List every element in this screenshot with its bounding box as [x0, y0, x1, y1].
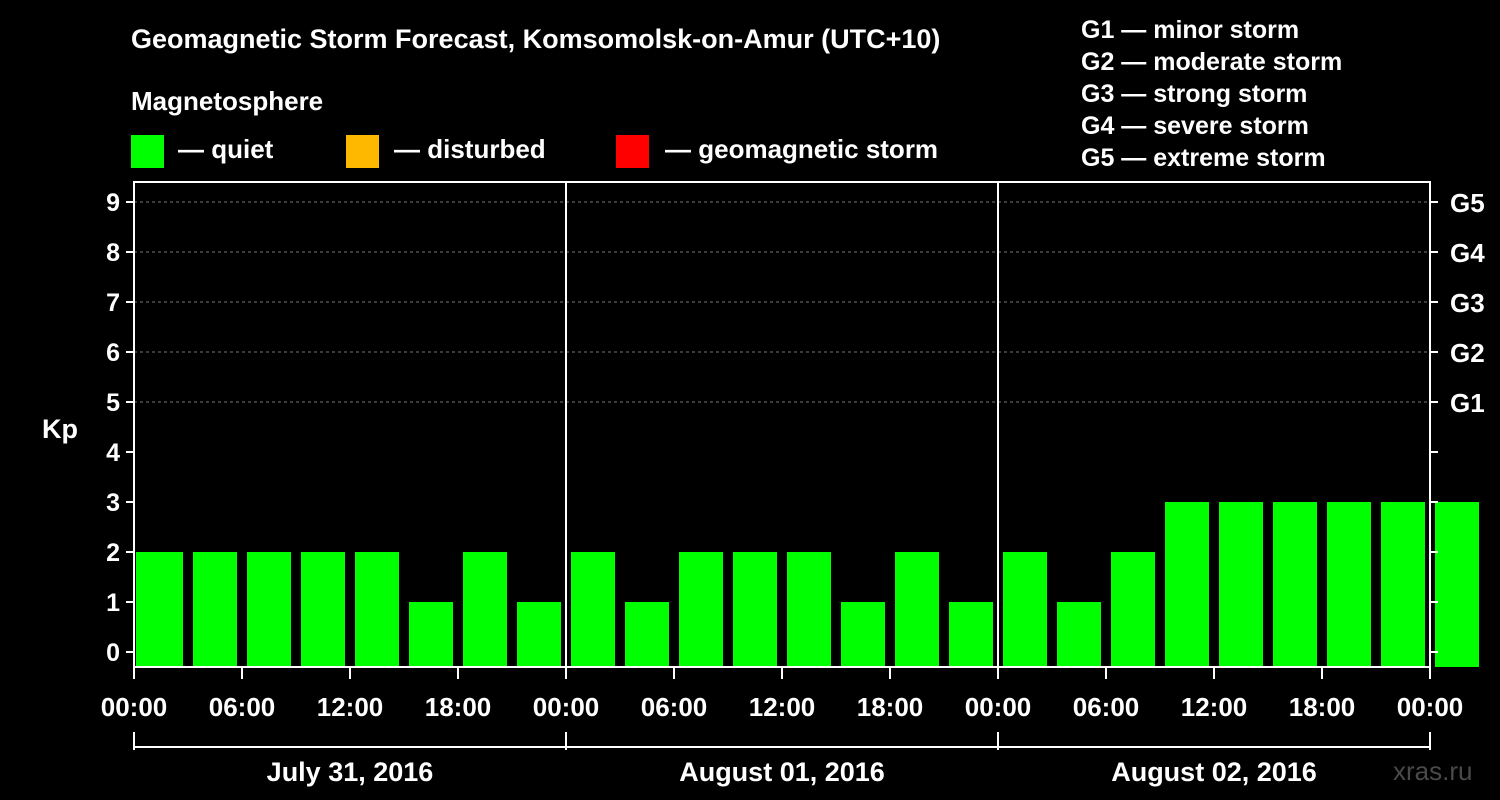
legend-swatch-disturbed — [346, 135, 379, 168]
legend-label-storm: — geomagnetic storm — [665, 134, 939, 164]
kp-bar — [679, 552, 723, 667]
y-tick-label: 6 — [106, 339, 120, 367]
kp-bar — [463, 552, 507, 667]
day-label: August 02, 2016 — [1111, 757, 1317, 787]
day-label: July 31, 2016 — [267, 757, 434, 787]
kp-bar — [136, 552, 183, 667]
y-tick-label: 5 — [106, 389, 120, 417]
kp-bar — [1003, 552, 1047, 667]
kp-bar — [895, 552, 939, 667]
day-label: August 01, 2016 — [679, 757, 885, 787]
x-tick-label: 00:00 — [101, 692, 168, 722]
kp-bar — [787, 552, 831, 667]
x-tick-label: 00:00 — [965, 692, 1032, 722]
kp-bar — [625, 602, 669, 667]
x-tick-label: 18:00 — [1289, 692, 1356, 722]
kp-bar — [1111, 552, 1155, 667]
kp-bar — [1435, 502, 1479, 667]
x-tick-label: 06:00 — [1073, 692, 1140, 722]
x-tick-label: 12:00 — [749, 692, 816, 722]
kp-bar — [1381, 502, 1425, 667]
legend-heading: Magnetosphere — [131, 86, 324, 116]
site-credit: xras.ru — [1393, 756, 1473, 786]
legend-label-quiet: — quiet — [178, 134, 274, 164]
y-tick-label: 8 — [106, 239, 120, 267]
x-tick-label: 12:00 — [1181, 692, 1248, 722]
storm-level-label: G3 — [1450, 288, 1485, 318]
kp-bar — [355, 552, 399, 667]
kp-bar — [1057, 602, 1101, 667]
kp-bar — [409, 602, 453, 667]
kp-bar — [1219, 502, 1263, 667]
x-tick-label: 06:00 — [209, 692, 276, 722]
x-tick-label: 18:00 — [857, 692, 924, 722]
storm-scale-g4: G4 — severe storm — [1081, 112, 1309, 140]
kp-bar — [949, 602, 993, 667]
storm-level-label: G5 — [1450, 188, 1485, 218]
x-tick-label: 06:00 — [641, 692, 708, 722]
x-tick-label: 00:00 — [1397, 692, 1464, 722]
storm-level-label: G2 — [1450, 338, 1485, 368]
legend-swatch-storm — [616, 135, 649, 168]
kp-bar — [517, 602, 561, 667]
x-tick-label: 12:00 — [317, 692, 384, 722]
storm-scale-g5: G5 — extreme storm — [1081, 144, 1326, 172]
y-tick-label: 9 — [106, 189, 120, 217]
kp-bar — [841, 602, 885, 667]
chart-title: Geomagnetic Storm Forecast, Komsomolsk-o… — [131, 24, 941, 54]
y-axis-label: Kp — [42, 414, 78, 444]
kp-bar — [1165, 502, 1209, 667]
storm-scale-g3: G3 — strong storm — [1081, 80, 1308, 108]
x-tick-label: 18:00 — [425, 692, 492, 722]
y-tick-label: 4 — [106, 439, 120, 467]
kp-bar — [193, 552, 237, 667]
storm-scale-g2: G2 — moderate storm — [1081, 48, 1343, 76]
y-tick-label: 0 — [106, 639, 120, 667]
kp-bar — [1273, 502, 1317, 667]
storm-level-label: G1 — [1450, 388, 1485, 418]
kp-bar — [733, 552, 777, 667]
kp-bar — [247, 552, 291, 667]
legend-label-disturbed: — disturbed — [394, 134, 546, 164]
y-tick-label: 7 — [106, 289, 120, 317]
kp-bar — [571, 552, 615, 667]
kp-bar — [1327, 502, 1371, 667]
x-tick-label: 00:00 — [533, 692, 600, 722]
storm-scale-g1: G1 — minor storm — [1081, 16, 1300, 44]
y-tick-label: 2 — [106, 539, 120, 567]
y-tick-label: 3 — [106, 489, 120, 517]
storm-level-label: G4 — [1450, 238, 1485, 268]
kp-bar — [301, 552, 345, 667]
y-tick-label: 1 — [106, 589, 120, 617]
legend-swatch-quiet — [131, 135, 164, 168]
